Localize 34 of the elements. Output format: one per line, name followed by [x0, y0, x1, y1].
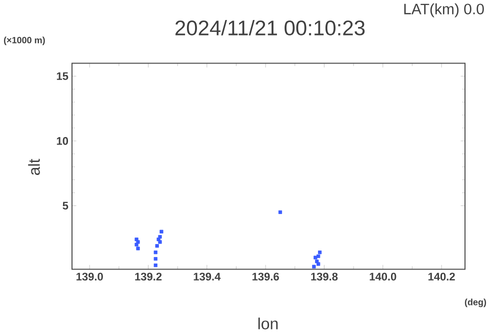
point [312, 264, 316, 269]
chart-title: 2024/11/21 00:10:23 [175, 20, 365, 36]
x-axis-title: lon [258, 318, 278, 330]
point [134, 242, 138, 247]
point [134, 238, 138, 242]
point [316, 262, 320, 266]
y-axis-title: alt [28, 159, 40, 176]
point [314, 256, 318, 260]
point [278, 210, 282, 214]
point [158, 235, 162, 239]
x-tick-label: 139.4 [194, 272, 221, 281]
point [136, 240, 140, 244]
chart-subtitle: LAT(km) 0.0 [404, 3, 484, 18]
point [315, 260, 319, 264]
text: (×1000 m) [4, 36, 45, 46]
y-tick-label: 5 [62, 202, 68, 210]
point [158, 240, 162, 244]
y-tick-label: 10 [56, 137, 68, 145]
point [316, 254, 320, 258]
x-tick-label: 139.2 [135, 272, 162, 281]
point [136, 246, 140, 250]
point [318, 250, 322, 254]
x-tick-label: 140.2 [428, 272, 455, 281]
text: (deg) [464, 298, 486, 308]
point [154, 264, 158, 268]
x-tick-label: 139.0 [76, 272, 103, 281]
x-tick-label: 139.8 [311, 272, 338, 281]
point [154, 250, 158, 254]
point [155, 244, 159, 248]
x-tick-label: 140.0 [370, 272, 396, 281]
y-tick-label: 15 [56, 72, 68, 80]
point [154, 257, 158, 261]
x-tick-label: 139.6 [252, 272, 279, 281]
point [160, 230, 164, 234]
